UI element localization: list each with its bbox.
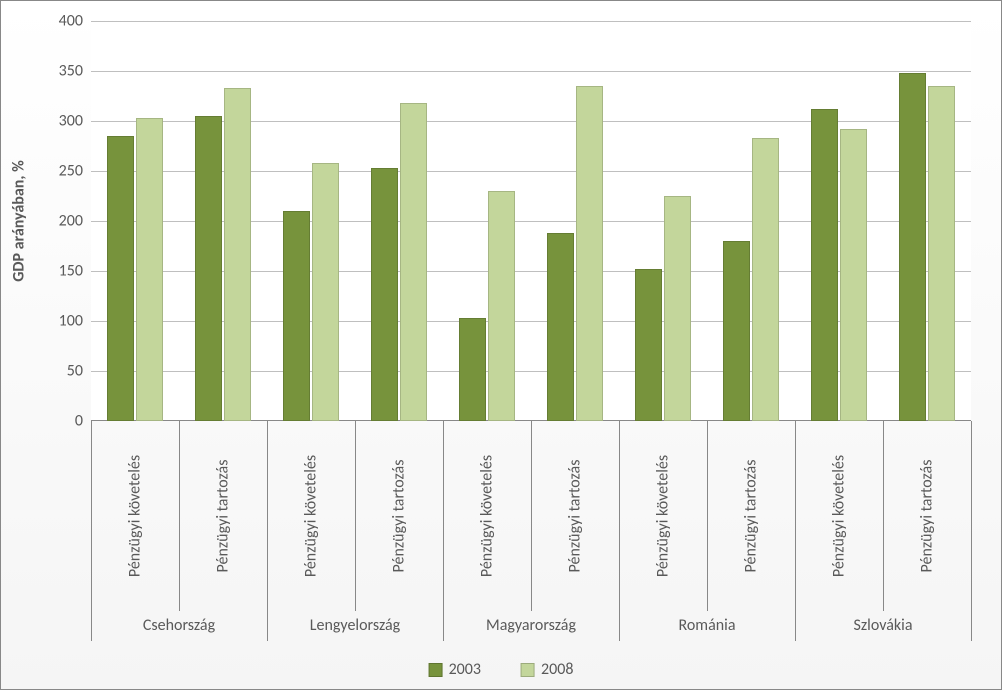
bar (928, 86, 955, 421)
gridline (91, 221, 971, 222)
country-label: Románia (619, 616, 795, 635)
subgroup-label: Pénzügyi követelés (302, 455, 321, 577)
bar (840, 129, 867, 421)
category-separator (619, 421, 620, 641)
y-tick-label: 200 (59, 212, 91, 231)
bar (371, 168, 398, 421)
bar (312, 163, 339, 421)
legend-item-2008: 2008 (521, 660, 573, 679)
subgroup-separator (355, 421, 356, 611)
bar (283, 211, 310, 421)
gridline (91, 21, 971, 22)
country-label: Csehország (91, 616, 267, 635)
bar (899, 73, 926, 421)
bar (635, 269, 662, 421)
category-separator (443, 421, 444, 641)
legend: 2003 2008 (429, 660, 574, 679)
y-tick-label: 0 (75, 412, 91, 431)
subgroup-label: Pénzügyi tartozás (566, 460, 585, 573)
subgroup-label: Pénzügyi követelés (830, 455, 849, 577)
bar (811, 109, 838, 421)
bar (664, 196, 691, 421)
y-tick-label: 400 (59, 12, 91, 31)
subgroup-separator (179, 421, 180, 611)
country-label: Lengyelország (267, 616, 443, 635)
legend-item-2003: 2003 (429, 660, 481, 679)
bar (488, 191, 515, 421)
subgroup-label: Pénzügyi tartozás (214, 460, 233, 573)
legend-swatch-2003 (429, 663, 443, 677)
gridline (91, 371, 971, 372)
y-tick-label: 50 (67, 362, 91, 381)
legend-label-2003: 2003 (449, 660, 481, 679)
category-separator (91, 421, 92, 641)
category-separator (267, 421, 268, 641)
bar (136, 118, 163, 421)
bar (752, 138, 779, 421)
category-separator (971, 421, 972, 641)
subgroup-separator (531, 421, 532, 611)
subgroup-label: Pénzügyi követelés (654, 455, 673, 577)
gridline (91, 121, 971, 122)
gridline (91, 71, 971, 72)
y-tick-label: 300 (59, 112, 91, 131)
bar (195, 116, 222, 421)
legend-label-2008: 2008 (541, 660, 573, 679)
subgroup-label: Pénzügyi követelés (126, 455, 145, 577)
y-tick-label: 100 (59, 312, 91, 331)
bar (723, 241, 750, 421)
gridline (91, 271, 971, 272)
gridline (91, 321, 971, 322)
country-label: Szlovákia (795, 616, 971, 635)
bar (107, 136, 134, 421)
bar (400, 103, 427, 421)
y-axis-label: GDP arányában, % (10, 160, 29, 282)
subgroup-label: Pénzügyi követelés (478, 455, 497, 577)
subgroup-label: Pénzügyi tartozás (390, 460, 409, 573)
bar (459, 318, 486, 421)
subgroup-separator (883, 421, 884, 611)
bar (547, 233, 574, 421)
gridline (91, 171, 971, 172)
subgroup-label: Pénzügyi tartozás (918, 460, 937, 573)
category-separator (795, 421, 796, 641)
plot-area: 050100150200250300350400CsehországPénzüg… (91, 21, 971, 421)
chart-frame: GDP arányában, % 05010015020025030035040… (0, 0, 1002, 690)
bar (224, 88, 251, 421)
y-tick-label: 250 (59, 162, 91, 181)
y-tick-label: 150 (59, 262, 91, 281)
y-tick-label: 350 (59, 62, 91, 81)
country-label: Magyarország (443, 616, 619, 635)
subgroup-label: Pénzügyi tartozás (742, 460, 761, 573)
bar (576, 86, 603, 421)
legend-swatch-2008 (521, 663, 535, 677)
subgroup-separator (707, 421, 708, 611)
